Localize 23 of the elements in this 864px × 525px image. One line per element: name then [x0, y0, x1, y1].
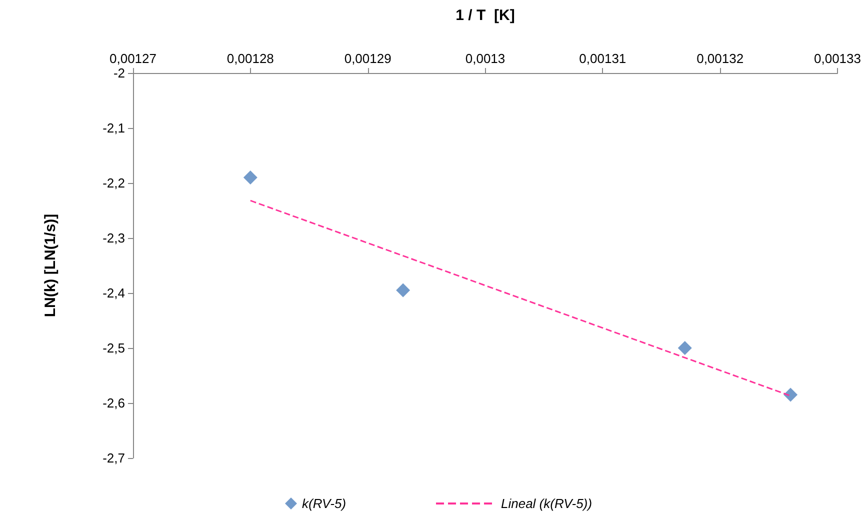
legend-label: Lineal (k(RV-5)) — [501, 496, 592, 511]
point — [243, 170, 258, 184]
x-tick-label: 0,00132 — [696, 51, 744, 66]
point — [678, 341, 692, 355]
x-tick-label: 0,00129 — [344, 51, 392, 66]
point — [396, 283, 410, 298]
x-tick-label: 0,00133 — [814, 51, 862, 66]
y-tick-label: -2 — [113, 66, 125, 80]
y-axis-title: LN(k) [LN(1/s)] — [42, 214, 59, 318]
y-tick-label: -2,1 — [102, 120, 125, 136]
y-tick-label: -2,4 — [102, 286, 125, 300]
x-tick-label: 0,0013 — [465, 51, 506, 66]
y-tick-label: -2,7 — [102, 450, 125, 466]
y-tick-label: -2,6 — [102, 396, 125, 410]
x-tick-label: 0,00128 — [226, 51, 274, 66]
point — [784, 388, 798, 402]
y-tick-label: -2,5 — [102, 340, 125, 356]
legend-label: k(RV-5) — [302, 496, 346, 511]
y-tick-label: -2,3 — [102, 230, 125, 246]
x-tick-label: 0,00127 — [110, 51, 156, 66]
y-tick-label: -2,2 — [102, 176, 125, 190]
x-tick-label: 0,00131 — [579, 51, 626, 66]
x-axis-title: 1 / T [K] — [456, 7, 515, 24]
